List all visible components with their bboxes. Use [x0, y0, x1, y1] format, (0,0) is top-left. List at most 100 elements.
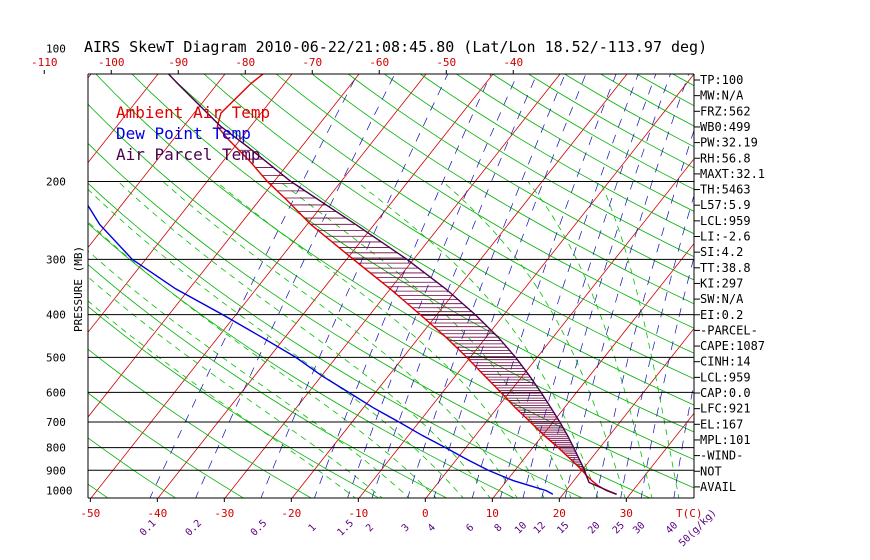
index-label: MW:N/A: [700, 89, 744, 103]
mixing-ratio-line: [433, 74, 587, 498]
moist-adiabat-line: [88, 188, 464, 498]
moist-adiabat-line: [599, 181, 680, 498]
bottom-temp-tick-label: -30: [214, 507, 234, 520]
index-label: LCL:959: [700, 214, 751, 228]
dry-adiabat-line: [491, 74, 694, 190]
isotherm-line: [88, 74, 360, 418]
isotherm-line: [224, 74, 561, 498]
dry-adiabat-line: [383, 74, 694, 258]
mixing-ratio-line: [471, 74, 617, 498]
index-label: CAPE:1087: [700, 339, 765, 353]
mixing-ratio-label: 0.1: [138, 518, 159, 539]
moist-adiabat-line: [527, 181, 653, 498]
isotherm-line: [626, 412, 694, 498]
index-label: TP:100: [700, 73, 743, 87]
mixing-ratio-line: [564, 74, 690, 498]
mixing-ratio-label: 12: [532, 520, 548, 536]
legend-parcel-temp: Air Parcel Temp: [116, 145, 261, 164]
mixing-ratio-label: 40: [664, 520, 680, 536]
parcel-temp-line: [167, 74, 617, 495]
dry-adiabat-line: [732, 48, 870, 500]
mixing-ratio-label: 0.2: [184, 518, 205, 539]
mixing-ratio-label: 2: [364, 522, 376, 534]
index-label: MAXT:32.1: [700, 167, 765, 181]
mixing-ratio-label: 6: [464, 522, 476, 534]
mixing-ratio-label: 30: [631, 520, 647, 536]
index-label: LCL:959: [700, 370, 751, 384]
dry-adiabat-line: [455, 74, 694, 212]
isotherm-line: [760, 48, 870, 499]
top-temp-tick-label: -100: [98, 56, 125, 69]
index-label: RH:56.8: [700, 151, 751, 165]
isotherm-line: [157, 74, 494, 498]
isotherm-line: [88, 74, 92, 79]
dry-adiabat-line: [131, 74, 694, 433]
index-label: SI:4.2: [700, 245, 743, 259]
dry-adiabat-line: [88, 182, 584, 498]
index-label: AVAIL: [700, 480, 736, 494]
top-temp-tick-label: -110: [31, 56, 58, 69]
dry-adiabat-line: [167, 74, 694, 406]
top-temp-tick-label: -60: [369, 56, 389, 69]
index-label: FRZ:562: [700, 104, 751, 118]
dry-adiabat-line: [88, 103, 694, 489]
bottom-temp-tick-label: -20: [281, 507, 301, 520]
isotherm-line: [492, 243, 694, 498]
dry-adiabat-line: [563, 74, 694, 148]
top-temp-tick-label: -80: [235, 56, 255, 69]
isotherm-line: [425, 158, 694, 498]
mixing-ratio-line: [620, 194, 694, 498]
index-label: LI:-2.6: [700, 230, 751, 244]
mixing-ratio-label: 25: [611, 520, 627, 536]
y-axis-label: PRESSURE (MB): [72, 246, 85, 332]
cape-hatching: [239, 149, 586, 474]
bottom-temp-tick-label: 10: [486, 507, 499, 520]
mixing-ratio-label: 1: [307, 522, 319, 534]
bottom-temp-tick-label: 30: [620, 507, 633, 520]
isotherm-line: [88, 74, 293, 333]
dry-adiabat-line: [88, 483, 109, 498]
dry-adiabat-line: [88, 263, 448, 498]
index-label: NOT: [700, 464, 722, 478]
dry-adiabat-line: [347, 74, 694, 281]
mixing-ratio-label: 20: [586, 520, 602, 536]
dry-adiabat-line: [801, 48, 870, 500]
dry-adiabat-line: [599, 74, 694, 127]
dry-adiabat-line: [275, 74, 694, 329]
legend-dew-point: Dew Point Temp: [116, 124, 251, 143]
dry-adiabat-line: [239, 74, 694, 354]
dry-adiabat-line: [311, 74, 694, 305]
mixing-ratio-label: 0.5: [249, 518, 270, 539]
mixing-ratio-line: [407, 74, 566, 498]
bottom-temp-tick-label: -40: [147, 507, 167, 520]
bottom-temp-tick-label: 20: [553, 507, 566, 520]
dry-adiabat-line: [527, 74, 694, 169]
mixing-ratio-line: [260, 74, 449, 498]
isotherm-line: [88, 74, 159, 164]
isotherm-line: [88, 74, 226, 249]
index-label: -PARCEL-: [700, 323, 758, 337]
mixing-ratio-line: [673, 381, 694, 498]
ambient-temp-line: [216, 74, 617, 495]
index-label: SW:N/A: [700, 292, 744, 306]
isotherm-line: [559, 327, 694, 498]
axes: 1002003004005006007008009001000-120-110-…: [31, 42, 719, 549]
mixing-ratio-label: 8: [493, 522, 505, 534]
moist-adiabat-line: [88, 221, 437, 498]
mixing-ratio-line: [314, 74, 492, 498]
pressure-tick-label: 400: [46, 309, 66, 322]
dry-adiabat-line: [88, 305, 380, 498]
legend: Ambient Air Temp Dew Point Temp Air Parc…: [116, 103, 270, 164]
moist-adiabat-line: [88, 300, 356, 498]
mixing-ratio-line: [195, 74, 396, 498]
dry-adiabat-line: [419, 74, 694, 235]
mixing-ratio-label: 10: [513, 520, 529, 536]
bottom-temp-tick-label: -50: [80, 507, 100, 520]
mixing-ratio-line: [347, 74, 518, 498]
dry-adiabat-line: [88, 392, 245, 498]
mixing-ratio-line: [500, 74, 639, 498]
dry-adiabat-line: [203, 74, 694, 380]
legend-ambient-temp: Ambient Air Temp: [116, 103, 270, 122]
pressure-tick-label: 100: [46, 42, 66, 55]
